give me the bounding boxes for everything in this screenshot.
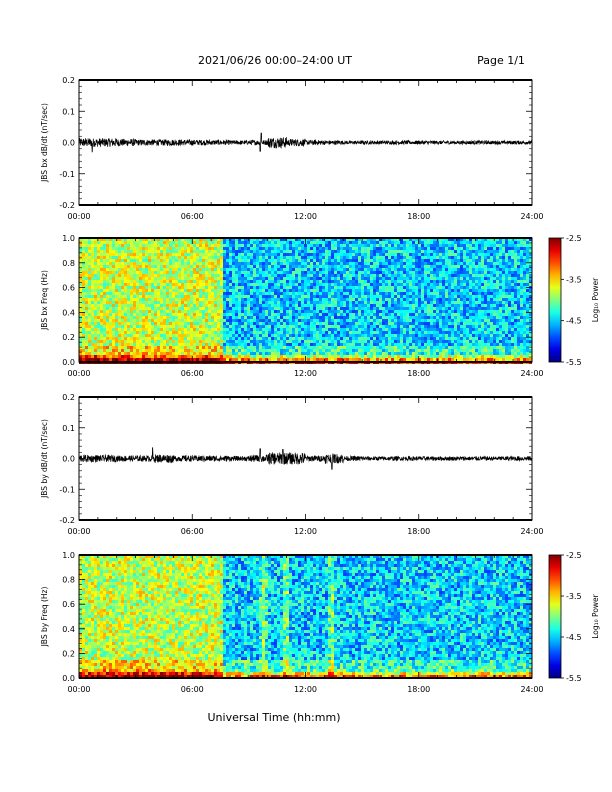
y-tick-label: 0.6 bbox=[62, 284, 75, 293]
x-tick-label: 24:00 bbox=[520, 369, 543, 378]
trace-line-1 bbox=[78, 132, 533, 153]
x-tick-label: 00:00 bbox=[67, 369, 90, 378]
y-tick-label: 0.4 bbox=[62, 625, 75, 634]
x-tick-label: 18:00 bbox=[407, 685, 430, 694]
x-tick-label: 18:00 bbox=[407, 212, 430, 221]
panel-1: 00:00 06:00 12:00 18:00 24:00 0.2 0.1 0.0 -0.1 -0… bbox=[40, 76, 544, 221]
x-tick-label: 18:00 bbox=[407, 527, 430, 536]
x-tick-label: 24:00 bbox=[520, 685, 543, 694]
y-tick-label: 0.2 bbox=[62, 393, 75, 402]
x-axis-label: Universal Time (hh:mm) bbox=[208, 711, 341, 724]
page-indicator: Page 1/1 bbox=[477, 54, 525, 67]
y-tick-label: -0.2 bbox=[59, 201, 75, 210]
y-tick-label: 1.0 bbox=[62, 551, 75, 560]
x-tick-label: 06:00 bbox=[181, 369, 204, 378]
colorbar-tick-label: -2.5 bbox=[566, 551, 582, 560]
colorbar-tick-label: -5.5 bbox=[566, 674, 582, 683]
y-tick-label: -0.2 bbox=[59, 516, 75, 525]
y-tick-label: 0.1 bbox=[62, 107, 75, 116]
y-tick-label: 0.4 bbox=[62, 308, 75, 317]
colorbar-2 bbox=[548, 237, 562, 363]
colorbar-label: Log₁₀ Power bbox=[591, 593, 600, 638]
x-tick-label: 12:00 bbox=[294, 685, 317, 694]
y-tick-label: 0.8 bbox=[62, 576, 75, 585]
y-axis-label-2: JBS bx Freq (Hz) bbox=[40, 270, 49, 331]
spectrogram-4 bbox=[79, 555, 532, 678]
y-tick-label: -0.1 bbox=[59, 485, 75, 494]
y-tick-label: 0.8 bbox=[62, 259, 75, 268]
y-tick-label: 0.2 bbox=[62, 76, 75, 85]
colorbar-tick-label: -4.5 bbox=[566, 633, 582, 642]
panel-2: -2.5 -3.5 -4.5 -5.5 Log₁₀ Power 00:00 06:00 12:… bbox=[40, 234, 600, 378]
y-tick-label: 0.0 bbox=[62, 358, 75, 367]
y-tick-label: 0.1 bbox=[62, 424, 75, 433]
panel-4: -2.5 -3.5 -4.5 -5.5 Log₁₀ Power 00:00 06:00 12:… bbox=[40, 551, 600, 694]
x-tick-label: 12:00 bbox=[294, 212, 317, 221]
figure-title: 2021/06/26 00:00–24:00 UT bbox=[198, 54, 352, 67]
y-axis-label-3: JBS by dB/dt (nT/sec) bbox=[40, 419, 49, 499]
y-tick-label: 0.2 bbox=[62, 649, 75, 658]
y-tick-label: 0.0 bbox=[62, 674, 75, 683]
x-tick-label: 00:00 bbox=[67, 685, 90, 694]
y-tick-label: 0.0 bbox=[62, 139, 75, 148]
y-tick-label: 1.0 bbox=[62, 234, 75, 243]
colorbar-tick-label: -5.5 bbox=[566, 358, 582, 367]
x-tick-label: 06:00 bbox=[181, 527, 204, 536]
y-tick-label: 0.0 bbox=[62, 455, 75, 464]
x-tick-label: 00:00 bbox=[67, 212, 90, 221]
colorbar-label: Log₁₀ Power bbox=[591, 277, 600, 322]
panels-group: 00:00 06:00 12:00 18:00 24:00 0.2 0.1 0.0 -0.1 -0… bbox=[40, 76, 600, 694]
x-tick-label: 24:00 bbox=[520, 212, 543, 221]
colorbar-4 bbox=[548, 554, 562, 679]
colorbar-tick-label: -3.5 bbox=[566, 275, 582, 284]
x-tick-label: 12:00 bbox=[294, 527, 317, 536]
y-axis-label-1: JBS bx dB/dt (nT/sec) bbox=[40, 103, 49, 183]
panel-3: 00:00 06:00 12:00 18:00 24:00 0.2 0.1 0.0 -0.1 -0… bbox=[40, 393, 544, 536]
y-tick-label: 0.2 bbox=[62, 333, 75, 342]
colorbar-tick-label: -4.5 bbox=[566, 317, 582, 326]
x-tick-label: 00:00 bbox=[67, 527, 90, 536]
y-axis-label-4: JBS by Freq (Hz) bbox=[40, 587, 49, 648]
colorbar-tick-label: -3.5 bbox=[566, 592, 582, 601]
x-tick-label: 06:00 bbox=[181, 685, 204, 694]
y-tick-label: -0.1 bbox=[59, 170, 75, 179]
colorbar-tick-label: -2.5 bbox=[566, 234, 582, 243]
x-tick-label: 24:00 bbox=[520, 527, 543, 536]
x-tick-label: 18:00 bbox=[407, 369, 430, 378]
spectrogram-2 bbox=[79, 238, 532, 364]
y-tick-label: 0.6 bbox=[62, 600, 75, 609]
x-tick-label: 12:00 bbox=[294, 369, 317, 378]
x-tick-label: 06:00 bbox=[181, 212, 204, 221]
trace-line-3 bbox=[78, 447, 533, 470]
